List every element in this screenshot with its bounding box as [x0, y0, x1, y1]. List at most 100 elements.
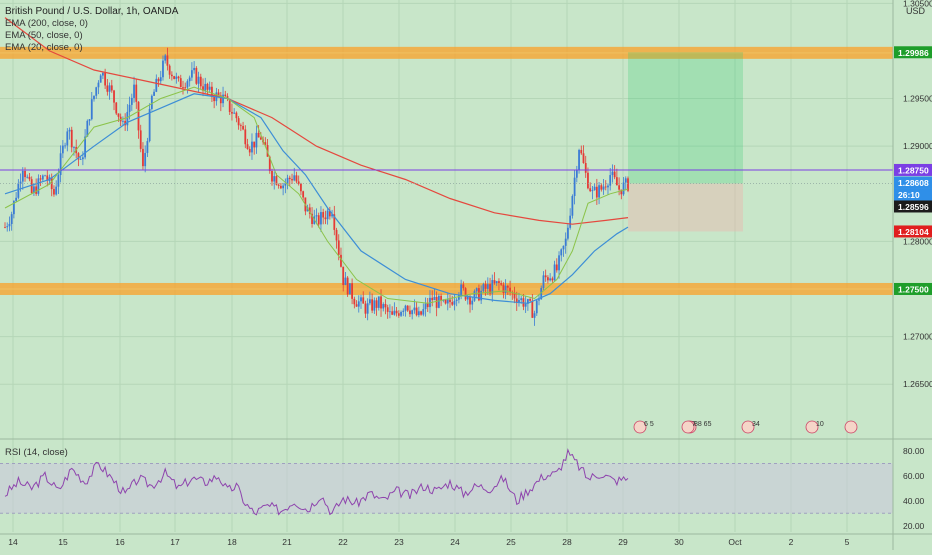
candle-body [473, 291, 476, 301]
candle-body [217, 92, 220, 96]
price-tick-label: 1.27000 [903, 332, 932, 342]
candle-body [531, 300, 534, 318]
candle-body [402, 310, 405, 312]
candle-body [259, 137, 262, 140]
candle-body [538, 299, 540, 301]
candle-body [446, 299, 449, 304]
time-tick-label: 25 [506, 537, 516, 547]
candle-body [613, 171, 616, 178]
candle-body [500, 283, 503, 285]
candle-body [166, 55, 169, 66]
candle-body [435, 296, 438, 308]
candle-body [153, 91, 155, 96]
candle-body [415, 307, 418, 316]
candle-body [35, 186, 38, 194]
candle-body [108, 85, 111, 92]
line-price-label: 1.28750 [894, 163, 932, 176]
candle-body [618, 185, 620, 190]
event-marker[interactable]: 6 5 [633, 420, 654, 434]
candle-body [460, 284, 463, 295]
entry-price-label: 1.28596 [894, 200, 932, 213]
candle-body [386, 307, 389, 312]
candle-body [573, 177, 576, 197]
candle-body [562, 245, 565, 250]
candle-body [555, 264, 558, 271]
time-tick-label: 5 [845, 537, 850, 547]
indicator-ema20: EMA (20, close, 0) [5, 42, 83, 53]
candle-body [391, 311, 394, 315]
candle-body [466, 296, 469, 300]
horizontal-line[interactable] [0, 169, 893, 184]
candle-body [437, 295, 440, 308]
candle-body [133, 84, 135, 98]
rsi-pane [0, 438, 932, 516]
price-labels: 1.29986 1.28750 1.28608 26:10 1.28596 1.28104… [894, 46, 932, 295]
candle-body [102, 72, 104, 76]
candle-body [182, 87, 184, 88]
candle-body [360, 297, 362, 302]
stop-zone[interactable] [628, 183, 743, 232]
candle-body [273, 176, 276, 182]
candle-body [159, 77, 162, 82]
candle-body [422, 309, 425, 315]
event-markers[interactable]: 6 5 87 8 65 34 10 [633, 420, 858, 434]
candle-body [104, 72, 107, 86]
candle-body [622, 182, 625, 195]
event-marker[interactable]: 10 [805, 420, 824, 434]
candle-body [371, 299, 374, 311]
long-position-tool[interactable] [628, 52, 743, 232]
candle-body [246, 144, 249, 149]
candle-body [393, 310, 396, 315]
candle-body [193, 67, 196, 71]
time-tick-label: 21 [282, 537, 292, 547]
candle-body [324, 217, 327, 220]
candle-body [64, 145, 66, 147]
candle-body [458, 294, 460, 300]
event-marker[interactable]: 34 [741, 420, 760, 434]
candle-body [564, 238, 567, 246]
candle-body [211, 86, 213, 98]
event-marker[interactable]: 7 8 65 [681, 420, 712, 434]
candle-body [455, 299, 458, 301]
candle-body [37, 178, 40, 194]
candle-body [253, 141, 256, 148]
candle-body [124, 120, 127, 126]
candle-body [202, 86, 204, 91]
candle-body [615, 177, 618, 186]
candle-body [533, 313, 536, 318]
candle-body [337, 240, 340, 255]
candle-body [544, 275, 547, 278]
rsi-tick-label: 40.00 [903, 496, 925, 506]
candle-body [295, 175, 298, 182]
candle-body [491, 280, 494, 294]
time-tick-label: 18 [227, 537, 237, 547]
candle-body [162, 60, 164, 78]
candle-body [150, 95, 153, 109]
candle-body [95, 87, 98, 96]
candle-body [199, 76, 202, 87]
candle-body [251, 141, 253, 153]
line-price-label-bg [894, 163, 932, 176]
candle-body [311, 213, 313, 224]
candle-body [348, 283, 351, 295]
time-tick-label: 2 [789, 537, 794, 547]
candle-body [498, 281, 500, 284]
candle-body [8, 223, 11, 227]
profit-zone[interactable] [628, 52, 743, 184]
candle-body [340, 254, 342, 267]
candle-body [322, 212, 325, 218]
candle-body [135, 84, 138, 102]
candle-body [471, 300, 474, 305]
candle-body [255, 132, 258, 148]
event-marker[interactable] [844, 420, 858, 434]
candle-body [222, 94, 224, 104]
candle-body [362, 297, 365, 304]
candle-body [571, 196, 574, 216]
candle-body [431, 297, 434, 301]
candle-body [595, 186, 598, 198]
candle-body [342, 266, 345, 286]
candle-body [317, 215, 320, 225]
